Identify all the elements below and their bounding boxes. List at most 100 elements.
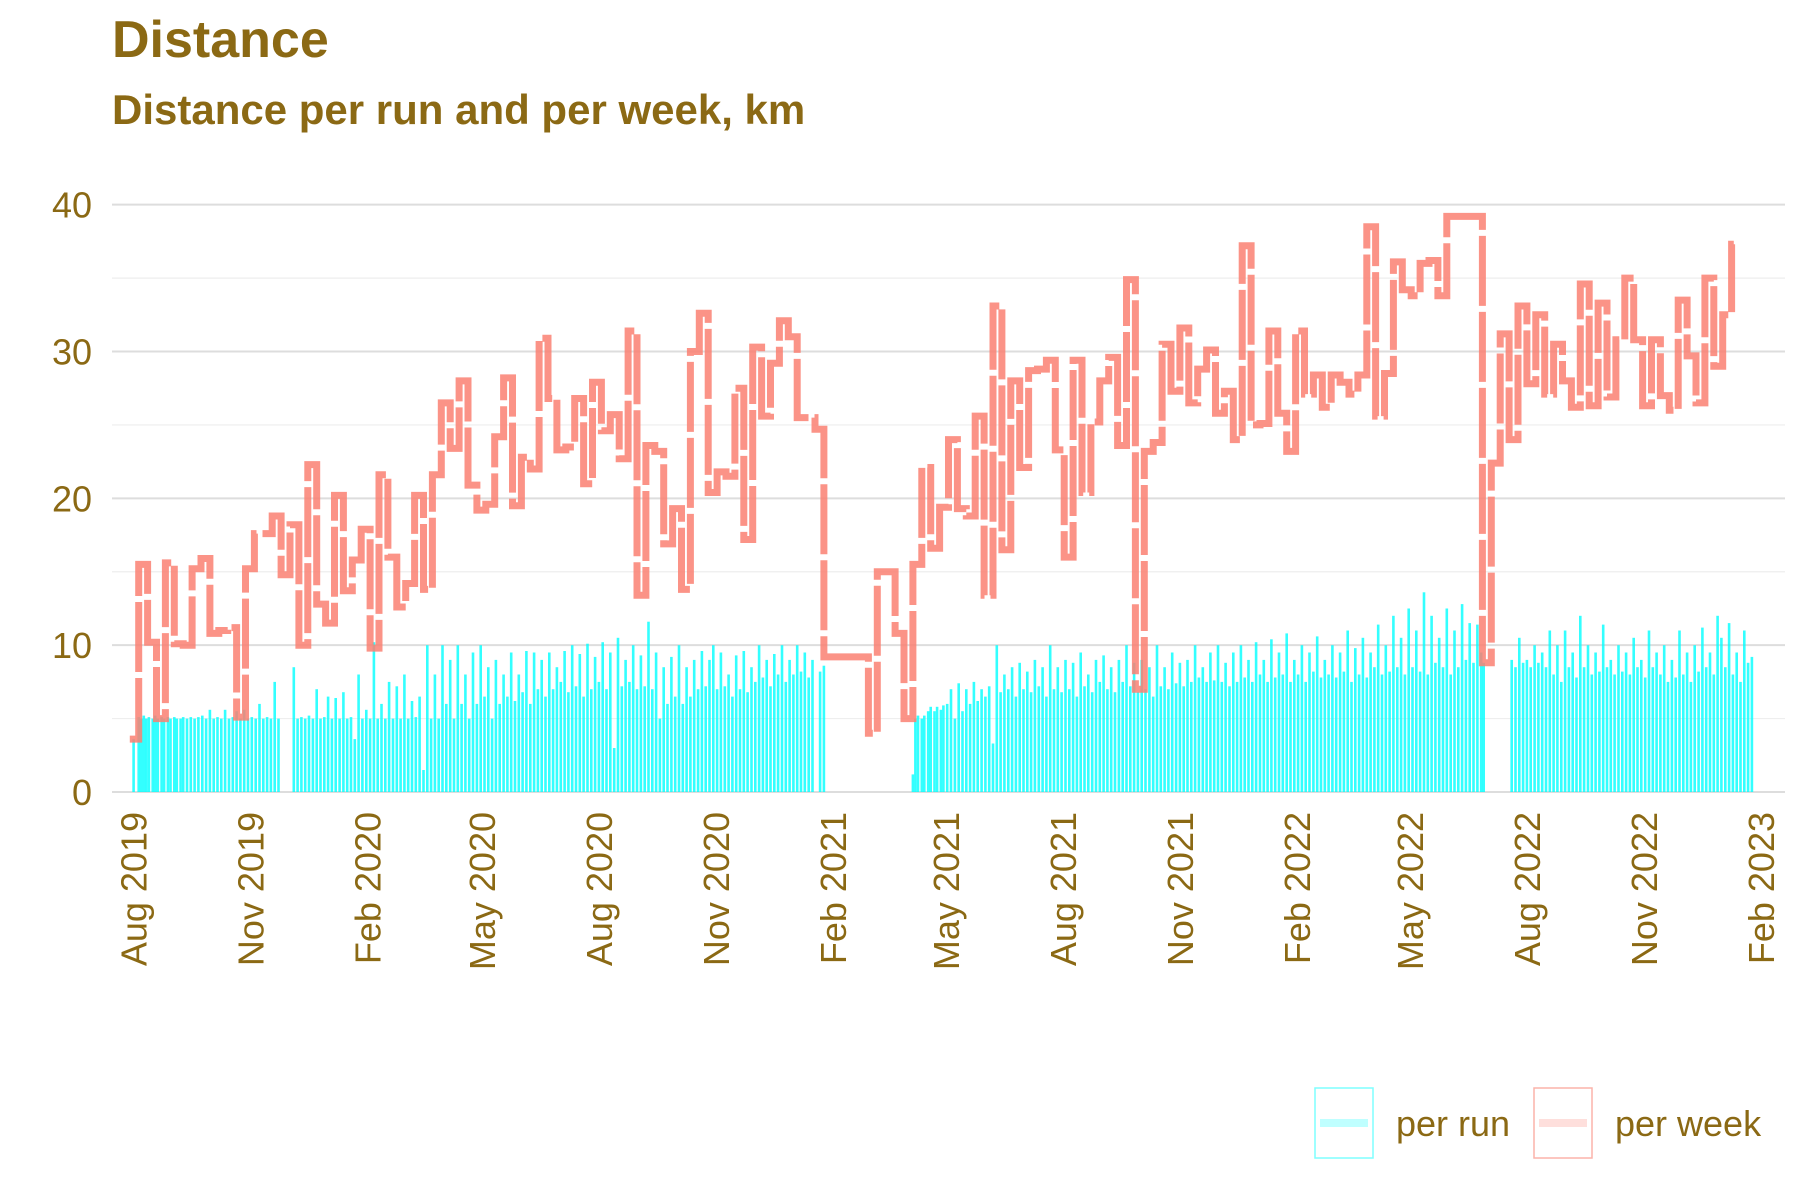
per-run-bar (1254, 642, 1258, 792)
y-axis: 0 10 20 30 40 (52, 185, 92, 813)
per-run-bar (1235, 681, 1239, 792)
per-run-bar (151, 718, 154, 792)
per-run-bar (1071, 662, 1075, 792)
per-run-bar (942, 705, 945, 792)
per-run-bar (1334, 677, 1338, 792)
per-run-bar (1617, 645, 1620, 792)
per-run-bar (418, 696, 421, 792)
per-run-bar (631, 645, 635, 792)
x-tick-label: May 2021 (926, 812, 967, 970)
per-run-bar (1537, 662, 1540, 792)
per-run-bar (612, 748, 616, 792)
per-run-bar (1590, 674, 1594, 792)
per-run-bar (1525, 659, 1529, 792)
per-run-bar (179, 718, 182, 792)
per-run-bar (1327, 674, 1330, 792)
per-run-bar (254, 718, 257, 792)
per-run-bar (1598, 671, 1601, 792)
per-run-bar (460, 703, 463, 792)
y-tick-label: 40 (52, 185, 92, 226)
x-tick-label: Aug 2022 (1507, 812, 1548, 966)
per-run-bar (761, 677, 765, 792)
per-run-bar (273, 681, 276, 792)
per-run-bar (1285, 633, 1288, 792)
per-run-bar (441, 645, 444, 792)
per-run-bar (269, 718, 273, 792)
per-run-bar (445, 703, 448, 792)
per-run-bar (494, 659, 498, 792)
per-run-bar (666, 703, 669, 792)
per-run-bar (1514, 667, 1517, 792)
per-run-bar (1396, 667, 1399, 792)
per-run-bar (1388, 671, 1391, 792)
per-run-bar (609, 652, 612, 792)
per-run-bar (1613, 674, 1616, 792)
legend-key-per-week (1533, 1087, 1593, 1159)
per-run-bar (1403, 674, 1407, 792)
per-run-bar (935, 706, 939, 792)
per-run-bar (1361, 637, 1365, 792)
per-run-bar (181, 717, 185, 792)
legend: per run per week (1314, 1087, 1762, 1159)
per-run-bar (799, 671, 803, 792)
per-run-bar (945, 703, 949, 792)
per-run-bar (929, 706, 932, 792)
per-run-bar (437, 718, 440, 792)
per-run-bar (949, 689, 953, 792)
per-run-bar (403, 674, 406, 792)
per-run-bar (521, 692, 524, 792)
per-run-bar (1640, 659, 1643, 792)
per-run-bar (467, 718, 471, 792)
per-run-bar (923, 715, 926, 792)
per-run-bar (156, 718, 160, 792)
per-run-bar (1003, 674, 1006, 792)
per-run-bar (1727, 623, 1731, 792)
per-run-bar (399, 718, 402, 792)
per-run-bar (1701, 627, 1704, 792)
per-run-bar (658, 718, 662, 792)
per-run-bar (464, 674, 467, 792)
per-run-bar (624, 659, 627, 792)
per-run-bar (567, 692, 570, 792)
per-run-bar (593, 656, 597, 792)
per-run-bar (1693, 645, 1696, 792)
per-run-bar (957, 683, 960, 792)
per-run-bar (1277, 652, 1281, 792)
per-run-bar (1392, 615, 1395, 792)
per-run-bar (387, 681, 391, 792)
per-run-bar (1601, 624, 1605, 792)
per-run-bar (406, 718, 410, 792)
per-run-bar (651, 689, 654, 792)
per-run-bar (1567, 667, 1571, 792)
per-run-bar (654, 652, 658, 792)
per-run-bar (258, 703, 261, 792)
per-run-bar (483, 696, 486, 792)
x-tick-label: Aug 2019 (114, 812, 155, 966)
per-run-bar (197, 717, 200, 792)
per-run-bar (1148, 667, 1151, 792)
per-run-bar (578, 654, 582, 792)
chart-subtitle: Distance per run and per week, km (112, 86, 806, 133)
per-run-bar (559, 681, 563, 792)
per-run-bar (1621, 671, 1624, 792)
per-run-bar (1556, 645, 1559, 792)
per-run-bar (326, 696, 330, 792)
x-tick-label: Nov 2020 (696, 812, 737, 966)
per-run-bar (719, 652, 723, 792)
per-run-bar (185, 718, 189, 792)
per-run-bar (1060, 692, 1063, 792)
per-run-bar (715, 689, 719, 792)
per-run-bar (1609, 659, 1613, 792)
per-run-bar (353, 739, 357, 792)
per-run-bar (1712, 674, 1716, 792)
per-run-bar (1197, 677, 1201, 792)
per-run-bar (1575, 677, 1578, 792)
per-run-bar (1220, 681, 1224, 792)
per-run-bar (1239, 645, 1243, 792)
y-tick-label: 20 (52, 478, 92, 519)
per-run-bar (1643, 677, 1647, 792)
per-run-bar (277, 718, 280, 792)
x-tick-label: Feb 2022 (1277, 812, 1318, 964)
per-run-bar (1472, 662, 1475, 792)
per-run-bar (208, 709, 212, 792)
